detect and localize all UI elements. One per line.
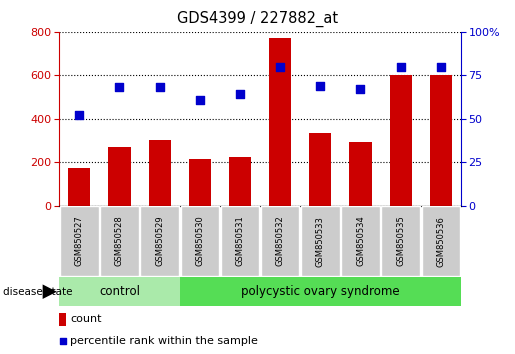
FancyBboxPatch shape xyxy=(382,206,420,276)
Bar xyxy=(59,313,66,326)
Bar xyxy=(68,168,90,206)
Bar xyxy=(310,133,331,206)
Text: disease state: disease state xyxy=(3,287,72,297)
Bar xyxy=(180,277,461,306)
Point xyxy=(276,64,284,69)
Point xyxy=(236,92,244,97)
Text: GSM850527: GSM850527 xyxy=(75,216,84,267)
Point xyxy=(156,85,164,90)
Text: GSM850528: GSM850528 xyxy=(115,216,124,267)
Text: GSM850531: GSM850531 xyxy=(235,216,245,267)
Text: GSM850536: GSM850536 xyxy=(436,216,445,267)
Text: polycystic ovary syndrome: polycystic ovary syndrome xyxy=(241,285,400,298)
Text: GDS4399 / 227882_at: GDS4399 / 227882_at xyxy=(177,11,338,27)
FancyBboxPatch shape xyxy=(301,206,339,276)
Bar xyxy=(59,277,180,306)
Point xyxy=(75,113,83,118)
Bar xyxy=(229,157,251,206)
Bar xyxy=(430,75,452,206)
Text: GSM850530: GSM850530 xyxy=(195,216,204,267)
FancyBboxPatch shape xyxy=(261,206,299,276)
Point xyxy=(437,64,445,69)
Bar xyxy=(189,159,211,206)
Bar xyxy=(350,142,371,206)
Point xyxy=(59,338,67,344)
FancyBboxPatch shape xyxy=(181,206,219,276)
Point xyxy=(356,86,365,92)
Text: count: count xyxy=(70,314,101,325)
Text: GSM850533: GSM850533 xyxy=(316,216,325,267)
Point xyxy=(196,97,204,102)
FancyBboxPatch shape xyxy=(221,206,259,276)
Text: GSM850534: GSM850534 xyxy=(356,216,365,267)
Polygon shape xyxy=(43,285,57,299)
FancyBboxPatch shape xyxy=(341,206,380,276)
Text: percentile rank within the sample: percentile rank within the sample xyxy=(70,336,258,346)
Point xyxy=(397,64,405,69)
Point xyxy=(115,85,124,90)
Text: GSM850535: GSM850535 xyxy=(396,216,405,267)
Bar xyxy=(269,38,291,206)
Text: GSM850532: GSM850532 xyxy=(276,216,285,267)
Bar xyxy=(109,147,130,206)
Point xyxy=(316,83,324,88)
Bar xyxy=(149,141,170,206)
FancyBboxPatch shape xyxy=(100,206,139,276)
Text: control: control xyxy=(99,285,140,298)
Text: GSM850529: GSM850529 xyxy=(155,216,164,267)
Bar xyxy=(390,75,411,206)
FancyBboxPatch shape xyxy=(141,206,179,276)
FancyBboxPatch shape xyxy=(422,206,460,276)
FancyBboxPatch shape xyxy=(60,206,98,276)
